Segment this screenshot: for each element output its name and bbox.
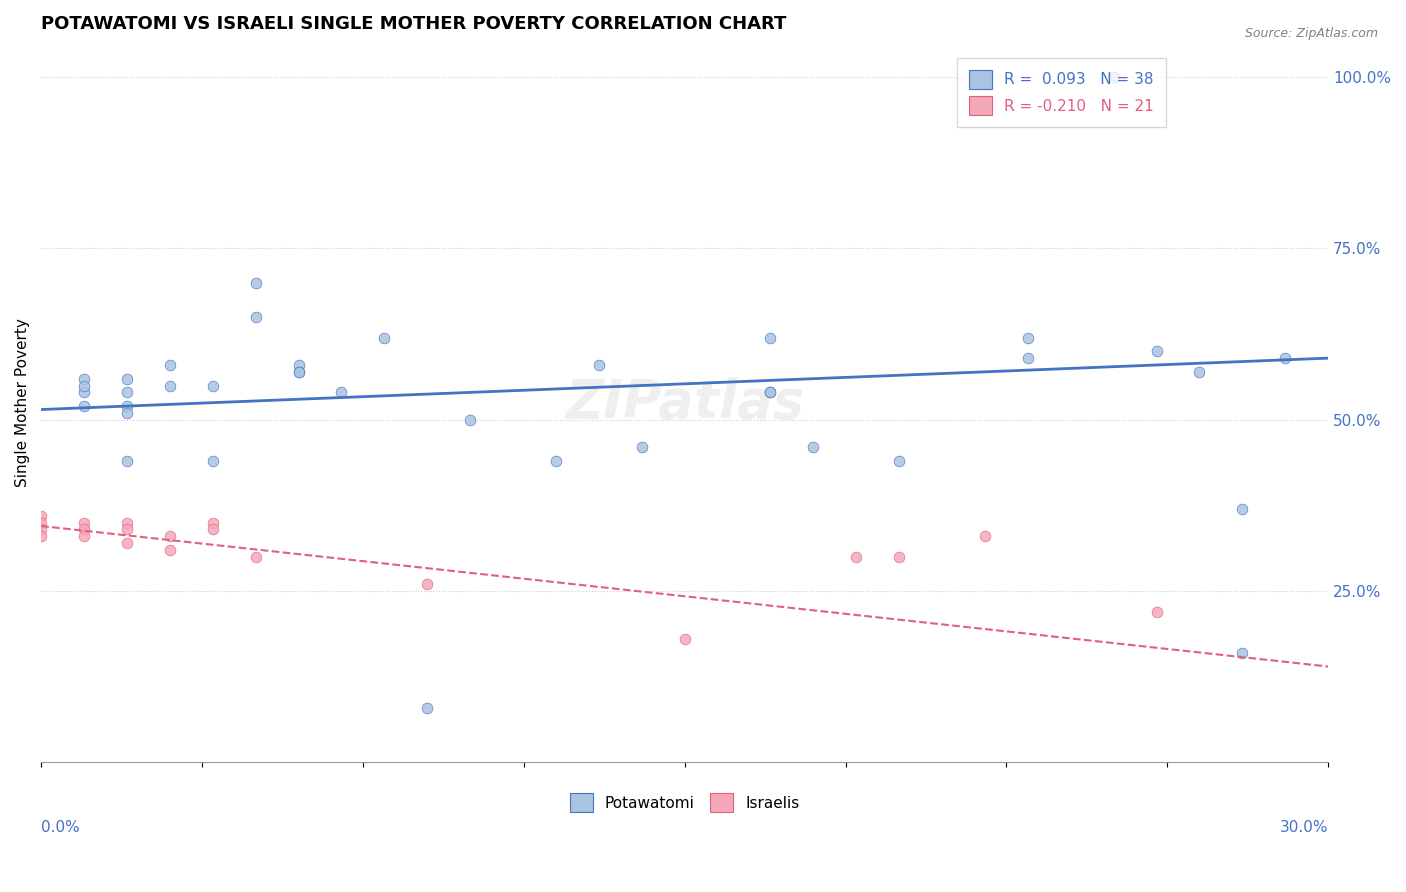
Text: Source: ZipAtlas.com: Source: ZipAtlas.com [1244,27,1378,40]
Point [245,276,267,290]
Point [1017,351,1039,365]
Point [201,516,224,530]
Point [887,549,910,564]
Point [245,310,267,324]
Point [1146,344,1168,359]
Point [201,378,224,392]
Point [887,454,910,468]
Point [974,529,997,543]
Point [759,385,782,400]
Point [287,365,309,379]
Point [1274,351,1296,365]
Point [115,516,138,530]
Point [30,516,52,530]
Legend: Potawatomi, Israelis: Potawatomi, Israelis [562,786,807,820]
Point [73,378,96,392]
Point [588,358,610,372]
Point [201,523,224,537]
Point [416,577,439,591]
Text: POTAWATOMI VS ISRAELI SINGLE MOTHER POVERTY CORRELATION CHART: POTAWATOMI VS ISRAELI SINGLE MOTHER POVE… [41,15,786,33]
Point [630,440,652,454]
Text: 0.0%: 0.0% [41,820,80,835]
Point [458,413,481,427]
Point [159,543,181,558]
Point [330,385,353,400]
Text: ZIPatlas: ZIPatlas [565,376,804,429]
Point [115,385,138,400]
Point [1232,646,1254,660]
Point [801,440,824,454]
Point [73,399,96,413]
Point [159,378,181,392]
Point [115,523,138,537]
Point [1188,365,1211,379]
Point [287,358,309,372]
Point [73,516,96,530]
Point [544,454,567,468]
Point [73,385,96,400]
Point [30,508,52,523]
Point [759,330,782,344]
Point [1017,330,1039,344]
Point [115,399,138,413]
Point [73,372,96,386]
Point [73,523,96,537]
Point [373,330,395,344]
Point [1146,605,1168,619]
Point [115,372,138,386]
Y-axis label: Single Mother Poverty: Single Mother Poverty [15,318,30,487]
Point [201,454,224,468]
Point [673,632,696,646]
Point [159,529,181,543]
Point [1232,502,1254,516]
Point [73,529,96,543]
Point [159,358,181,372]
Point [30,529,52,543]
Point [30,523,52,537]
Point [416,700,439,714]
Point [845,549,868,564]
Point [245,549,267,564]
Point [1102,70,1125,84]
Point [115,454,138,468]
Point [115,406,138,420]
Point [115,536,138,550]
Point [287,365,309,379]
Text: 30.0%: 30.0% [1279,820,1329,835]
Point [759,385,782,400]
